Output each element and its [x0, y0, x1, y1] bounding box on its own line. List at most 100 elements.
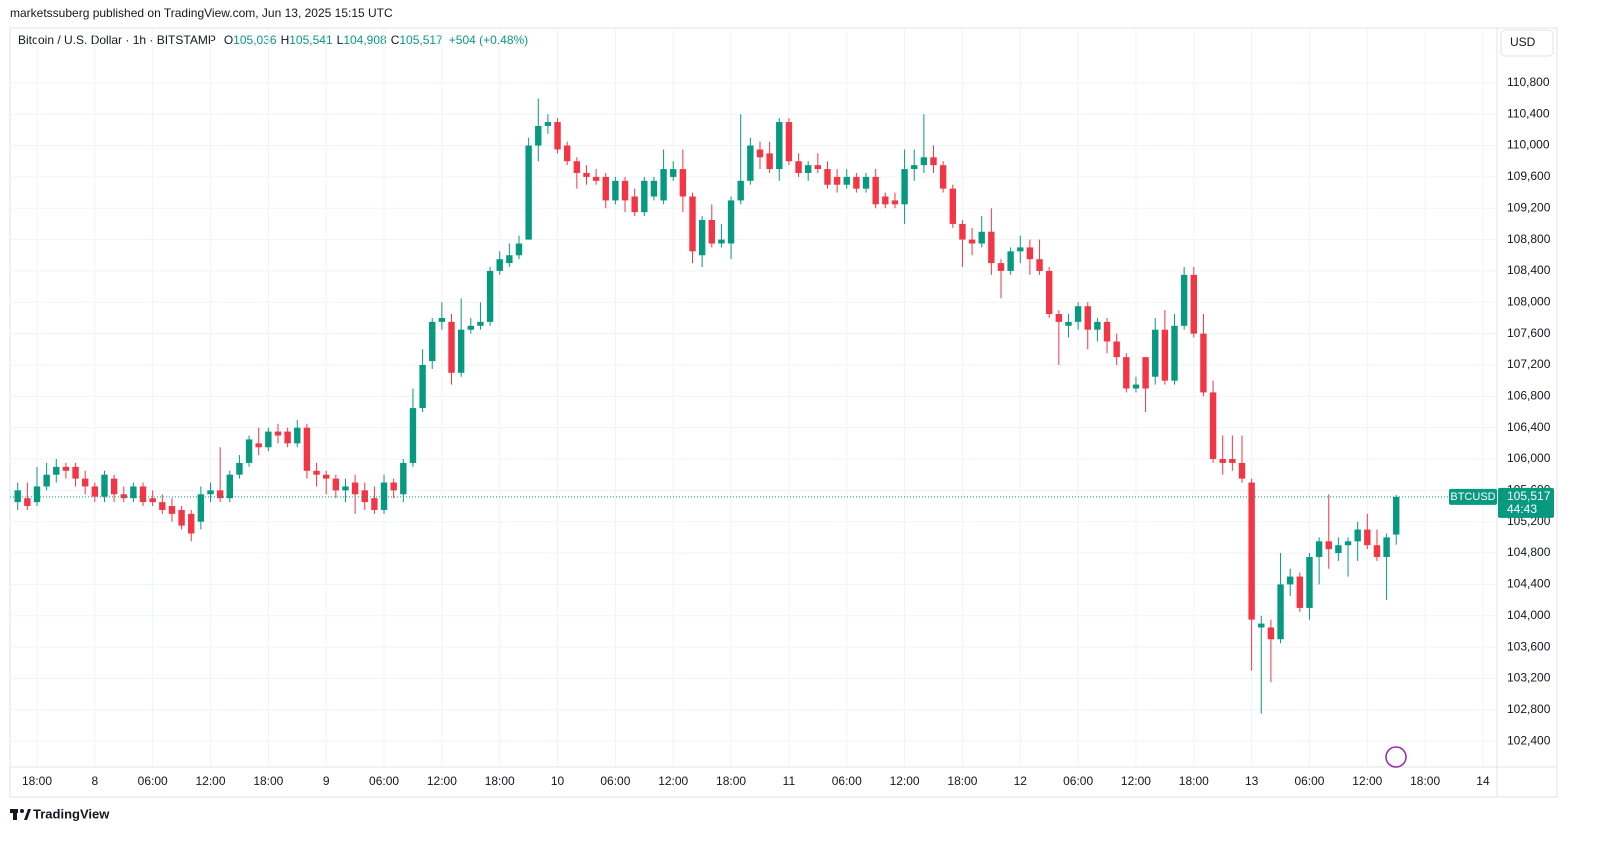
candle-body: [245, 439, 253, 463]
candle-body: [1296, 576, 1304, 608]
x-tick-label: 13: [1245, 774, 1259, 788]
x-tick-label: 18:00: [253, 774, 283, 788]
x-tick-label: 06:00: [832, 774, 862, 788]
candle-body: [361, 490, 368, 503]
legend-value: 105,517: [399, 33, 443, 47]
candle-body: [602, 176, 609, 201]
candle-body: [563, 145, 571, 162]
candle-body: [168, 506, 176, 514]
x-tick-label: 18:00: [485, 774, 515, 788]
x-tick-label: 18:00: [947, 774, 977, 788]
candle-body: [766, 153, 773, 170]
candle-body: [660, 169, 667, 201]
y-tick-label: 102,400: [1507, 733, 1551, 747]
candle-body: [939, 165, 947, 189]
candle-body: [332, 478, 340, 491]
legend-key: H: [281, 33, 290, 47]
x-tick-label: 06:00: [600, 774, 630, 788]
candle-body: [139, 486, 147, 503]
legend-key: C: [391, 33, 400, 47]
candle-body: [1393, 496, 1400, 535]
candle-body: [1103, 321, 1111, 342]
candle-body: [101, 474, 108, 497]
candle-body: [294, 427, 301, 444]
candle-body: [843, 176, 850, 185]
candle-body: [496, 259, 503, 271]
candle-body: [679, 169, 687, 197]
candle-body: [149, 498, 156, 503]
candle-body: [1017, 247, 1024, 252]
legend-value: 105,541: [289, 33, 333, 47]
candle-body: [978, 231, 985, 244]
candle-body: [274, 431, 282, 436]
candle-body: [1238, 462, 1246, 479]
candle-body: [949, 188, 956, 224]
candle-body: [776, 122, 783, 170]
candle-body: [862, 176, 870, 189]
candle-body: [351, 482, 359, 495]
candle-body: [303, 427, 311, 471]
candle-body: [33, 486, 41, 503]
candle-body: [457, 329, 465, 373]
candle-body: [24, 498, 31, 507]
candle-body: [120, 494, 127, 499]
candle-body: [62, 466, 70, 471]
candle-body: [371, 498, 378, 510]
candle-body: [438, 317, 446, 322]
candle-body: [1325, 541, 1332, 550]
symbol-tag: [1449, 488, 1497, 505]
candle-body: [1152, 329, 1159, 377]
candle-body: [91, 486, 99, 497]
candle-body: [1123, 357, 1130, 389]
candle-body: [1113, 341, 1120, 358]
y-tick-label: 106,800: [1507, 388, 1551, 402]
currency-label[interactable]: USD: [1510, 35, 1536, 49]
candle-body: [882, 196, 889, 205]
y-tick-label: 103,200: [1507, 671, 1551, 685]
brand: TradingView: [33, 806, 110, 821]
y-tick-label: 107,200: [1507, 357, 1551, 371]
candle-body: [1074, 306, 1082, 322]
candle-body: [1364, 529, 1371, 546]
candle-body: [804, 165, 812, 173]
candle-body: [477, 321, 484, 326]
countdown-label: 44:43: [1507, 502, 1537, 516]
candle-body: [544, 122, 552, 126]
candle-body: [1229, 459, 1236, 463]
candle-body: [53, 466, 60, 475]
candle-body: [1277, 584, 1284, 640]
candle-body: [911, 165, 918, 170]
candle-body: [1132, 384, 1140, 389]
candle-body: [43, 474, 50, 487]
candle-body: [467, 325, 474, 330]
candle-body: [833, 176, 841, 185]
candle-body: [698, 219, 706, 256]
currency-button[interactable]: [1500, 29, 1554, 57]
candle-body: [342, 486, 349, 491]
x-tick-label: 12:00: [1352, 774, 1382, 788]
candle-body: [515, 243, 523, 256]
assistant-icon[interactable]: [1385, 746, 1407, 768]
y-tick-label: 109,600: [1507, 169, 1551, 183]
x-tick-label: 12:00: [427, 774, 457, 788]
candle-body: [110, 478, 118, 495]
candle-body: [130, 486, 137, 499]
candle-body: [1161, 329, 1169, 381]
candle-body: [236, 462, 243, 475]
x-tick-label: 18:00: [1410, 774, 1440, 788]
candle-body: [1142, 357, 1149, 389]
y-tick-label: 104,000: [1507, 608, 1551, 622]
y-tick-label: 106,000: [1507, 451, 1551, 465]
x-tick-label: 18:00: [22, 774, 52, 788]
candle-body: [814, 165, 822, 170]
x-tick-label: 06:00: [369, 774, 399, 788]
candle-body: [737, 180, 744, 201]
candle-body: [419, 364, 426, 409]
candle-body: [824, 169, 831, 185]
candle-body: [255, 443, 262, 448]
candle-body: [265, 431, 272, 448]
candle-body: [573, 161, 581, 173]
candle-body: [1209, 392, 1217, 460]
candle-body: [583, 172, 590, 177]
candle-body: [708, 219, 715, 244]
